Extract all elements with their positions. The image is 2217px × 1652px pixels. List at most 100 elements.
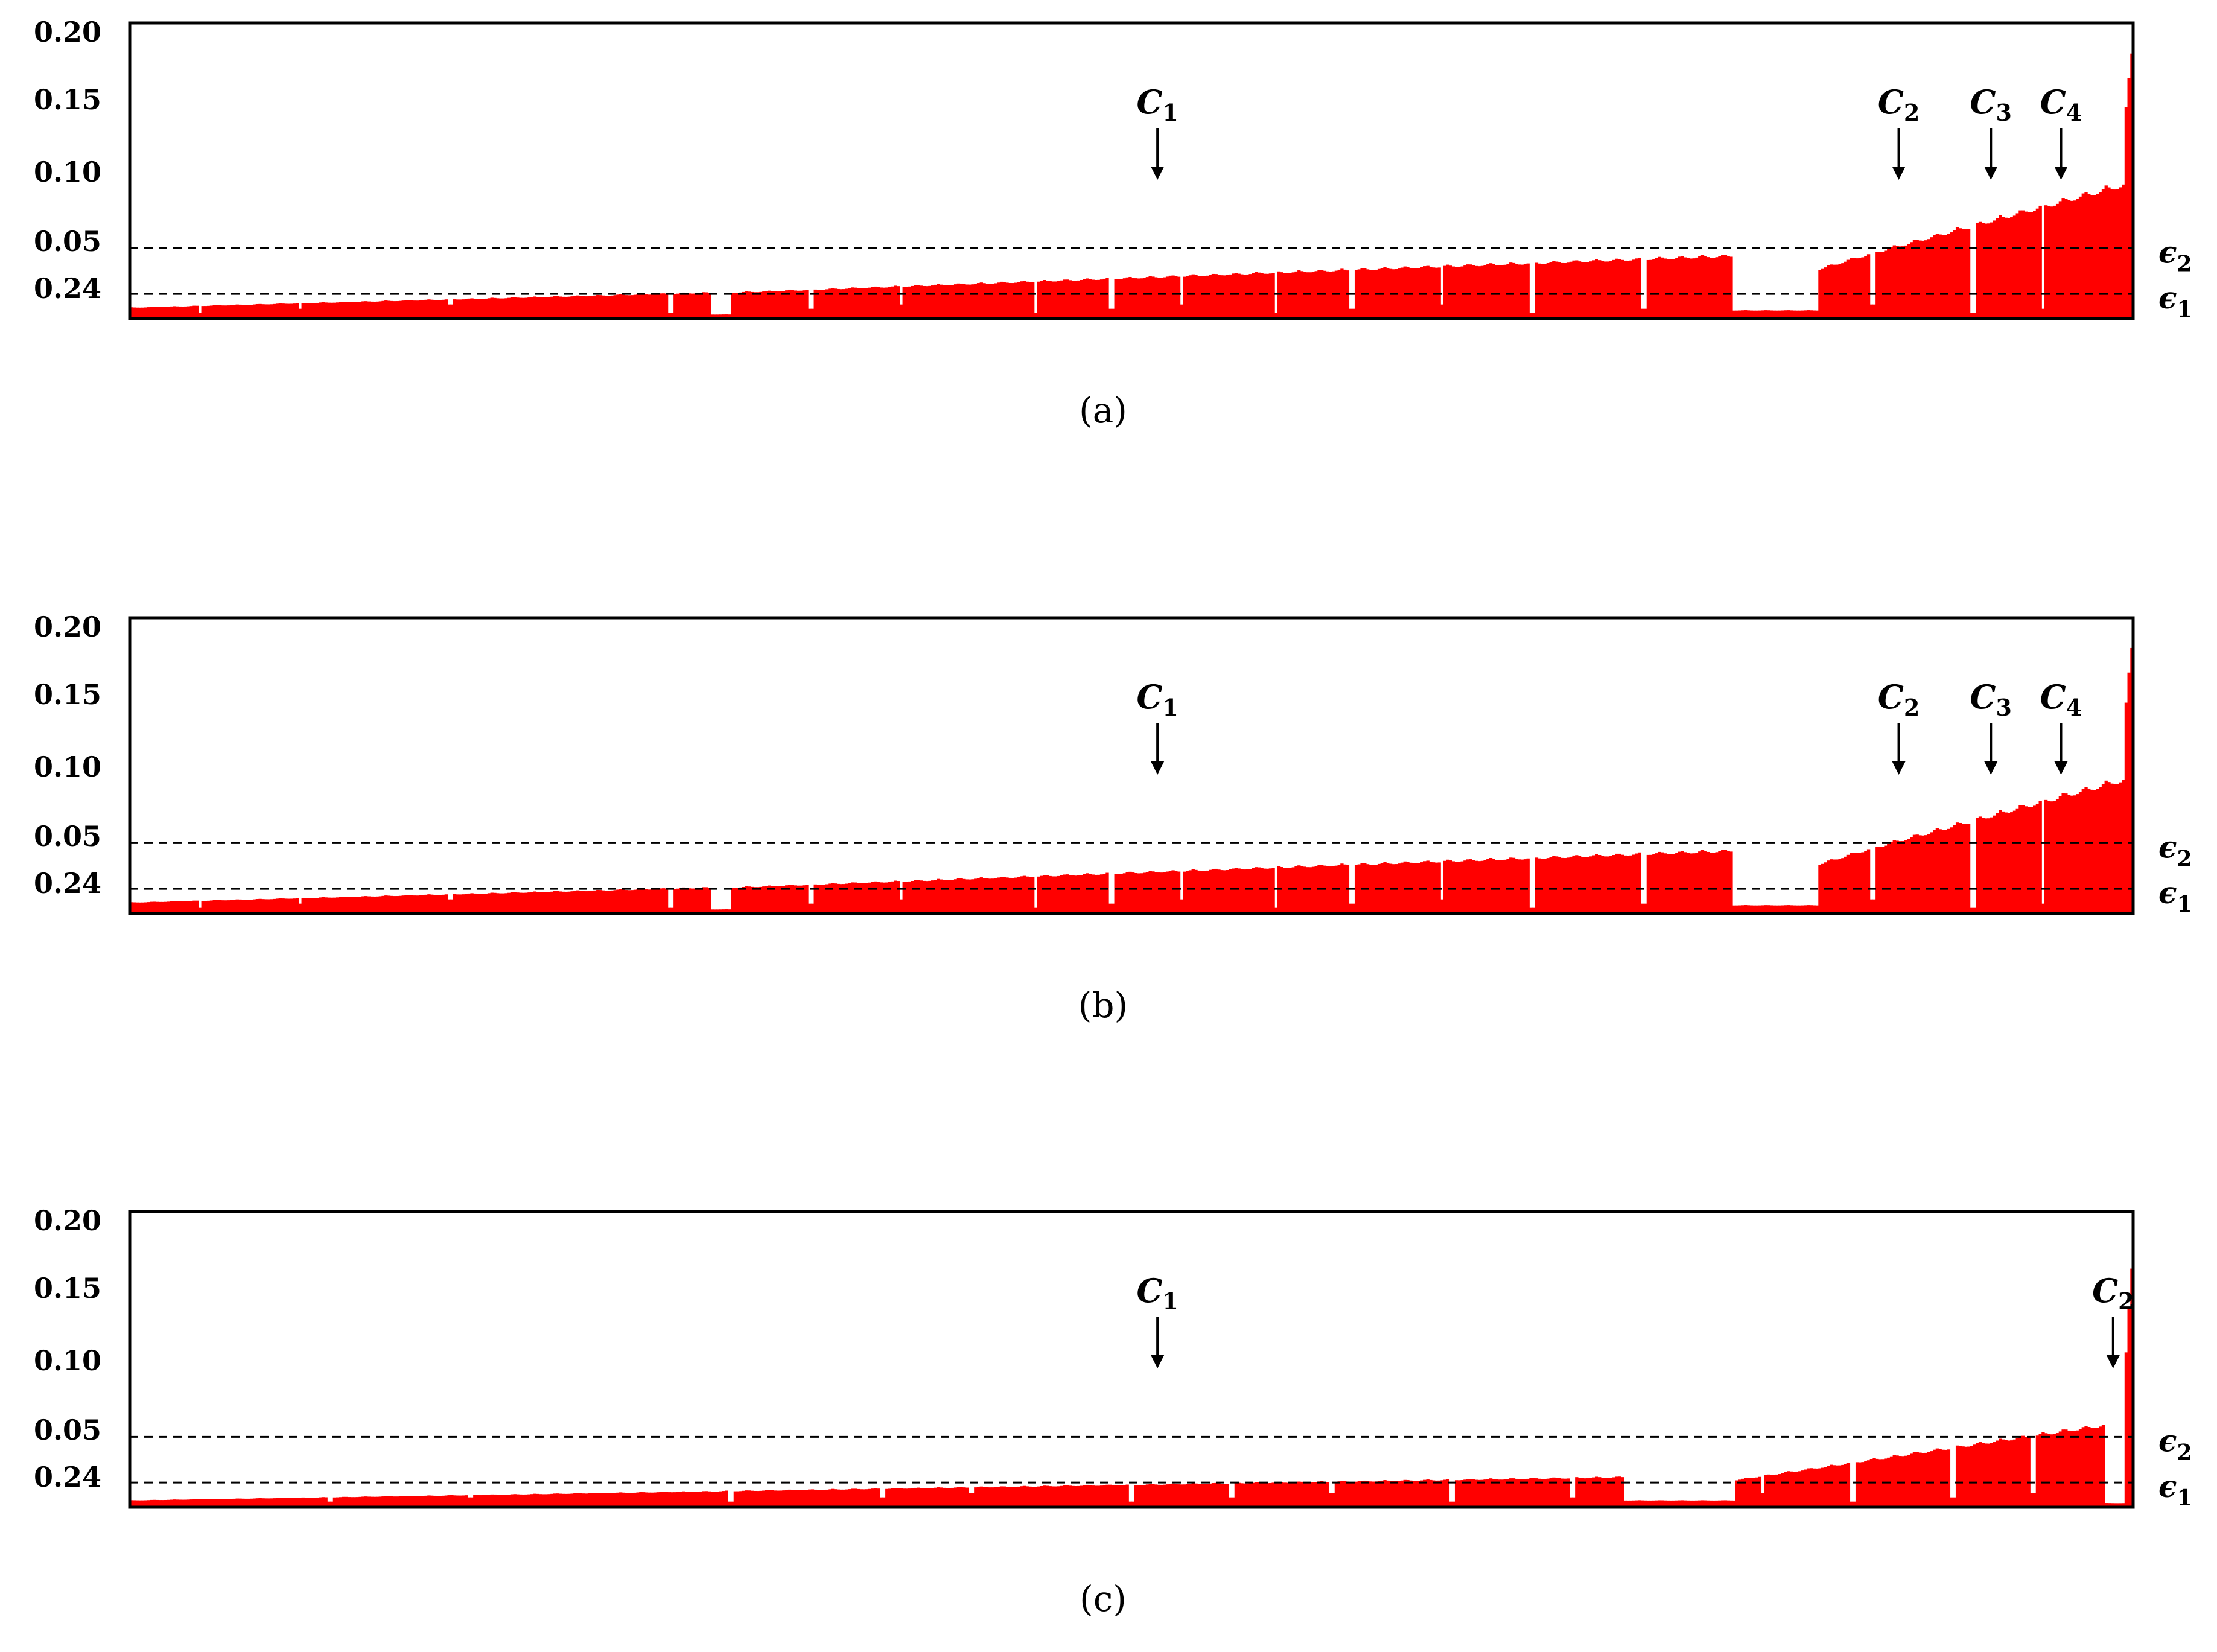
bar [1681, 1500, 1684, 1507]
bar [158, 1500, 162, 1507]
cluster-subscript: 2 [1904, 99, 1920, 126]
bar [1309, 1482, 1312, 1507]
bar [613, 295, 617, 319]
bar [1206, 1484, 1209, 1507]
bar [1097, 874, 1101, 913]
bar [1042, 875, 1046, 913]
bar [501, 893, 505, 913]
bar [2050, 206, 2053, 319]
bar [768, 885, 771, 913]
bar [619, 889, 623, 913]
bar [831, 1488, 835, 1507]
bar [685, 293, 689, 319]
bar [1838, 859, 1842, 913]
bar [1028, 877, 1032, 913]
bar [1629, 260, 1633, 319]
bar [482, 894, 485, 913]
bar [862, 288, 866, 319]
bar [1999, 1438, 2002, 1507]
bar [238, 899, 242, 913]
bar [1784, 310, 1787, 319]
bar [215, 1499, 219, 1507]
bar [1332, 866, 1335, 913]
cluster-label-2: C2 [1878, 678, 1920, 721]
bar [1904, 1455, 1907, 1507]
bar [1572, 260, 1576, 319]
bar [1232, 273, 1235, 319]
bar [2113, 1503, 2117, 1507]
bar [1575, 260, 1579, 319]
bar [232, 1498, 237, 1507]
bar [1798, 905, 1802, 913]
bar [536, 892, 539, 913]
bar [742, 887, 746, 913]
bar [1999, 215, 2002, 319]
bar [419, 300, 422, 319]
bar [951, 1487, 955, 1507]
bar [255, 1498, 259, 1507]
bar [1406, 267, 1410, 319]
bar [332, 302, 337, 319]
bar [1380, 1480, 1384, 1507]
bar [917, 880, 920, 913]
bar [1789, 310, 1793, 319]
bar [1692, 1500, 1696, 1507]
bar [2124, 1352, 2128, 1507]
bar [450, 899, 454, 913]
bar [1483, 265, 1487, 319]
bar [794, 885, 797, 913]
bar [1237, 868, 1241, 913]
bar [1372, 865, 1375, 913]
bar [1483, 1479, 1487, 1507]
bar [610, 295, 614, 319]
bar [659, 293, 663, 319]
bar [1265, 273, 1270, 319]
bar [1366, 1481, 1370, 1507]
bar [1535, 857, 1539, 913]
bar [1417, 1481, 1421, 1507]
bar [2084, 1426, 2088, 1507]
bar [1414, 863, 1418, 913]
bar [616, 1492, 620, 1507]
bar [1329, 866, 1332, 913]
bar [1833, 264, 1836, 319]
bar [745, 291, 749, 319]
bar [556, 1493, 560, 1507]
bar [1775, 310, 1779, 319]
bar [1117, 1485, 1121, 1507]
bar [2004, 1440, 2008, 1507]
bar [1664, 1500, 1667, 1507]
bar [290, 898, 293, 913]
bar [628, 295, 631, 319]
bar [659, 1492, 663, 1507]
cluster-subscript: 4 [2066, 99, 2082, 126]
bar [590, 296, 594, 319]
bar [207, 900, 211, 913]
bar [2027, 1437, 2031, 1507]
bar [1970, 313, 1973, 319]
bar [942, 880, 946, 913]
bar [1641, 308, 1644, 319]
bar [1698, 851, 1702, 913]
bar [1738, 905, 1741, 913]
bar [1157, 278, 1161, 319]
bar [1102, 874, 1106, 913]
bar [419, 895, 422, 913]
bar [1843, 856, 1848, 913]
panel-caption: (c) [1080, 1578, 1127, 1619]
bar [679, 1492, 682, 1507]
bar [1915, 240, 1919, 319]
bar [1795, 1471, 1799, 1507]
bar [1005, 877, 1009, 913]
bar [358, 1496, 362, 1507]
bar [1898, 841, 1902, 913]
bar [1472, 265, 1475, 319]
bar [2033, 805, 2037, 913]
bar [1214, 274, 1218, 319]
bar [1784, 905, 1787, 913]
bar [953, 284, 958, 319]
bar [1383, 862, 1387, 913]
bar [653, 294, 657, 319]
bar [2001, 1439, 2005, 1507]
bar [1881, 847, 1885, 913]
